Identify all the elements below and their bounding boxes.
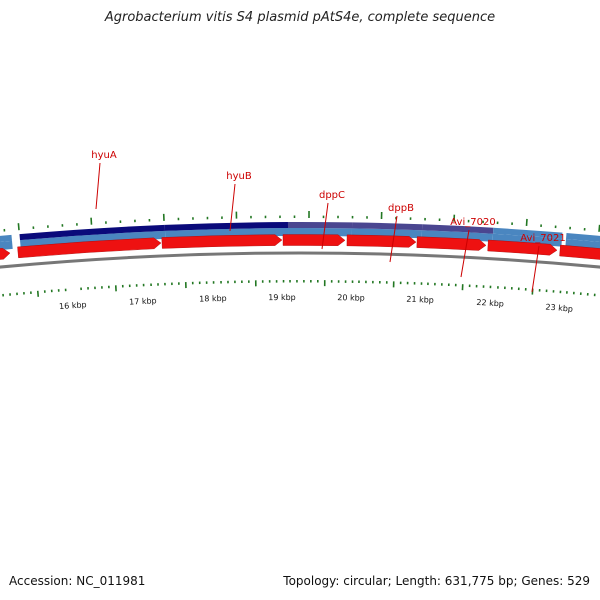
cds-arrow [0,248,11,260]
cds-arrow [416,236,487,251]
scale-label: 18 kbp [199,294,227,304]
scale-labels: 16 kbp 17 kbp 18 kbp 19 kbp 20 kbp 21 kbp 22 k… [59,293,574,314]
cds-arrow [161,234,283,249]
gene-band [0,240,13,250]
gene-feature [352,222,423,231]
cds-arrow [346,234,417,248]
scale-label: 22 kbp [476,298,504,309]
gene-label: Avi_7021 [520,233,565,244]
cds-arrow [487,239,558,256]
cds-arrow [17,237,162,259]
gene-feature [0,234,12,242]
callout-line [460,229,470,278]
gene-label: dppB [388,203,414,214]
callout-line [229,183,236,232]
gene-feature [19,224,166,241]
sequence-summary: Topology: circular; Length: 631,775 bp; … [283,574,590,588]
gene-label: hyuB [226,171,252,182]
gene-label: dppC [319,190,345,201]
accession-label: Accession: NC_011981 [9,574,146,588]
gene-feature [422,224,494,234]
gene-label: Avi_7020 [450,217,495,228]
scale-label: 16 kbp [59,300,87,311]
cds-arrow [282,234,346,246]
scale-label: 20 kbp [337,293,365,302]
callout-line [389,215,398,263]
gene-band [492,233,562,247]
gene-feature [493,227,563,239]
callout-line [531,245,540,293]
gene-label: hyuA [91,150,117,161]
inner-tick-marks [2,280,596,297]
backbone-ring [0,251,600,269]
cds-arrow [559,244,600,260]
scale-label: 19 kbp [268,293,296,302]
gene-feature [164,222,288,231]
outer-tick-marks [3,211,600,232]
scale-label: 23 kbp [545,303,573,314]
gene-feature [566,232,600,242]
callout-line [95,162,101,210]
cds-track [0,234,600,260]
gene-feature [287,222,353,229]
map-title: Agrobacterium vitis S4 plasmid pAtS4e, c… [104,10,496,25]
callout-line [321,202,329,250]
outer-tick [17,223,20,231]
scale-label: 17 kbp [129,296,157,306]
gene-callouts: hyuA hyuB dppC dppB Avi_7020 Avi_7021 [91,150,566,293]
scale-label: 21 kbp [406,295,434,305]
